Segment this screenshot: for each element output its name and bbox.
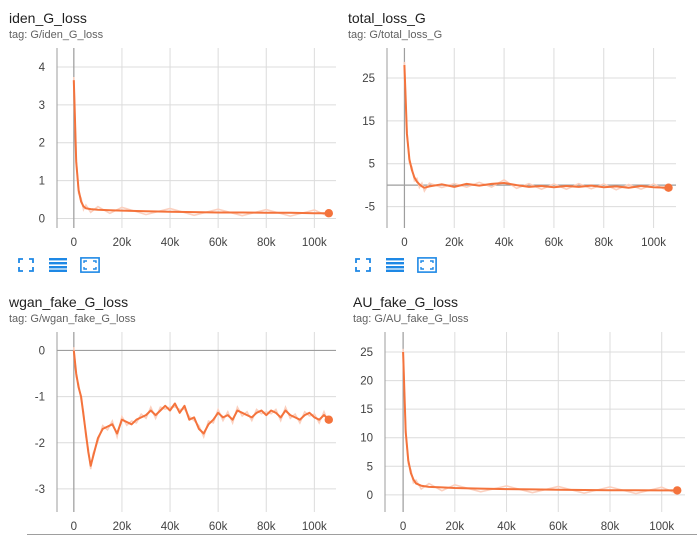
chart-tag: tag: G/wgan_fake_G_loss — [9, 313, 136, 325]
x-tick-label: 100k — [302, 237, 327, 249]
x-tick-label: 100k — [302, 521, 327, 533]
y-tick-label: 25 — [360, 347, 373, 359]
y-tick-label: 1 — [39, 176, 45, 188]
y-tick-label: 10 — [360, 433, 373, 445]
y-tick-label: -5 — [365, 202, 375, 214]
y-tick-label: 0 — [39, 214, 45, 226]
x-tick-label: 60k — [209, 237, 228, 249]
y-tick-label: 25 — [362, 73, 375, 85]
expand-chart-icon — [417, 256, 437, 278]
series-line — [403, 65, 669, 189]
expand-chart-button[interactable] — [417, 256, 437, 278]
series-line — [72, 350, 330, 467]
raw-series-line — [402, 348, 678, 495]
chart-controls — [353, 256, 437, 278]
x-tick-label: 0 — [400, 521, 406, 533]
bottom-divider — [27, 534, 697, 535]
raw-series-line — [73, 347, 330, 470]
x-tick-label: 40k — [161, 237, 180, 249]
last-point-marker — [324, 209, 333, 218]
grid — [387, 48, 676, 228]
y-tick-label: 4 — [39, 62, 46, 74]
toggle-log-scale-icon — [386, 257, 404, 277]
x-tick-label: 100k — [641, 237, 666, 249]
y-tick-label: 15 — [362, 116, 375, 128]
series-line — [402, 351, 678, 492]
x-tick-label: 80k — [594, 237, 613, 249]
raw-series-line — [73, 76, 330, 218]
chart-title: iden_G_loss — [9, 10, 87, 26]
x-tick-label: 20k — [113, 237, 132, 249]
chart-title: wgan_fake_G_loss — [9, 294, 129, 310]
y-tick-label: 0 — [367, 490, 373, 502]
x-tick-label: 60k — [545, 237, 564, 249]
grid — [57, 48, 336, 228]
y-tick-label: -3 — [35, 484, 45, 496]
x-tick-label: 100k — [649, 521, 674, 533]
last-point-marker — [664, 183, 673, 192]
x-tick-label: 80k — [601, 521, 620, 533]
x-tick-label: 80k — [257, 521, 276, 533]
expand-chart-button[interactable] — [80, 256, 100, 278]
x-tick-label: 40k — [161, 521, 180, 533]
last-point-marker — [673, 486, 682, 495]
chart-title: total_loss_G — [348, 10, 426, 26]
chart-tag: tag: G/AU_fake_G_loss — [353, 313, 469, 325]
chart-controls — [16, 256, 100, 278]
chart-tag: tag: G/iden_G_loss — [9, 29, 104, 41]
toggle-log-scale-button[interactable] — [48, 257, 68, 277]
x-tick-label: 0 — [71, 521, 77, 533]
x-tick-label: 40k — [497, 521, 516, 533]
x-tick-label: 0 — [71, 237, 77, 249]
chart-title: AU_fake_G_loss — [353, 294, 459, 310]
x-tick-label: 20k — [113, 521, 132, 533]
expand-chart-icon — [80, 256, 100, 278]
chart-tag: tag: G/total_loss_G — [348, 29, 443, 41]
y-tick-label: 20 — [360, 376, 373, 388]
y-tick-label: 2 — [39, 138, 45, 150]
x-tick-label: 80k — [257, 237, 276, 249]
x-tick-label: 60k — [209, 521, 228, 533]
y-tick-label: 0 — [39, 345, 45, 357]
grid — [57, 332, 336, 512]
y-tick-label: -1 — [35, 392, 45, 404]
raw-series-line — [403, 61, 669, 193]
y-tick-label: 3 — [39, 100, 45, 112]
y-tick-label: 5 — [369, 159, 375, 171]
last-point-marker — [324, 415, 333, 424]
fit-domain-button[interactable] — [16, 257, 36, 277]
y-tick-label: 5 — [367, 461, 373, 473]
x-tick-label: 0 — [401, 237, 407, 249]
toggle-log-scale-icon — [49, 257, 67, 277]
y-tick-label: 15 — [360, 404, 373, 416]
grid — [385, 332, 685, 512]
fit-domain-icon — [355, 257, 371, 277]
fit-domain-icon — [18, 257, 34, 277]
series-line — [72, 80, 329, 215]
y-tick-label: -2 — [35, 438, 45, 450]
x-tick-label: 40k — [495, 237, 514, 249]
x-tick-label: 20k — [445, 237, 464, 249]
toggle-log-scale-button[interactable] — [385, 257, 405, 277]
fit-domain-button[interactable] — [353, 257, 373, 277]
x-tick-label: 60k — [549, 521, 568, 533]
x-tick-label: 20k — [446, 521, 465, 533]
